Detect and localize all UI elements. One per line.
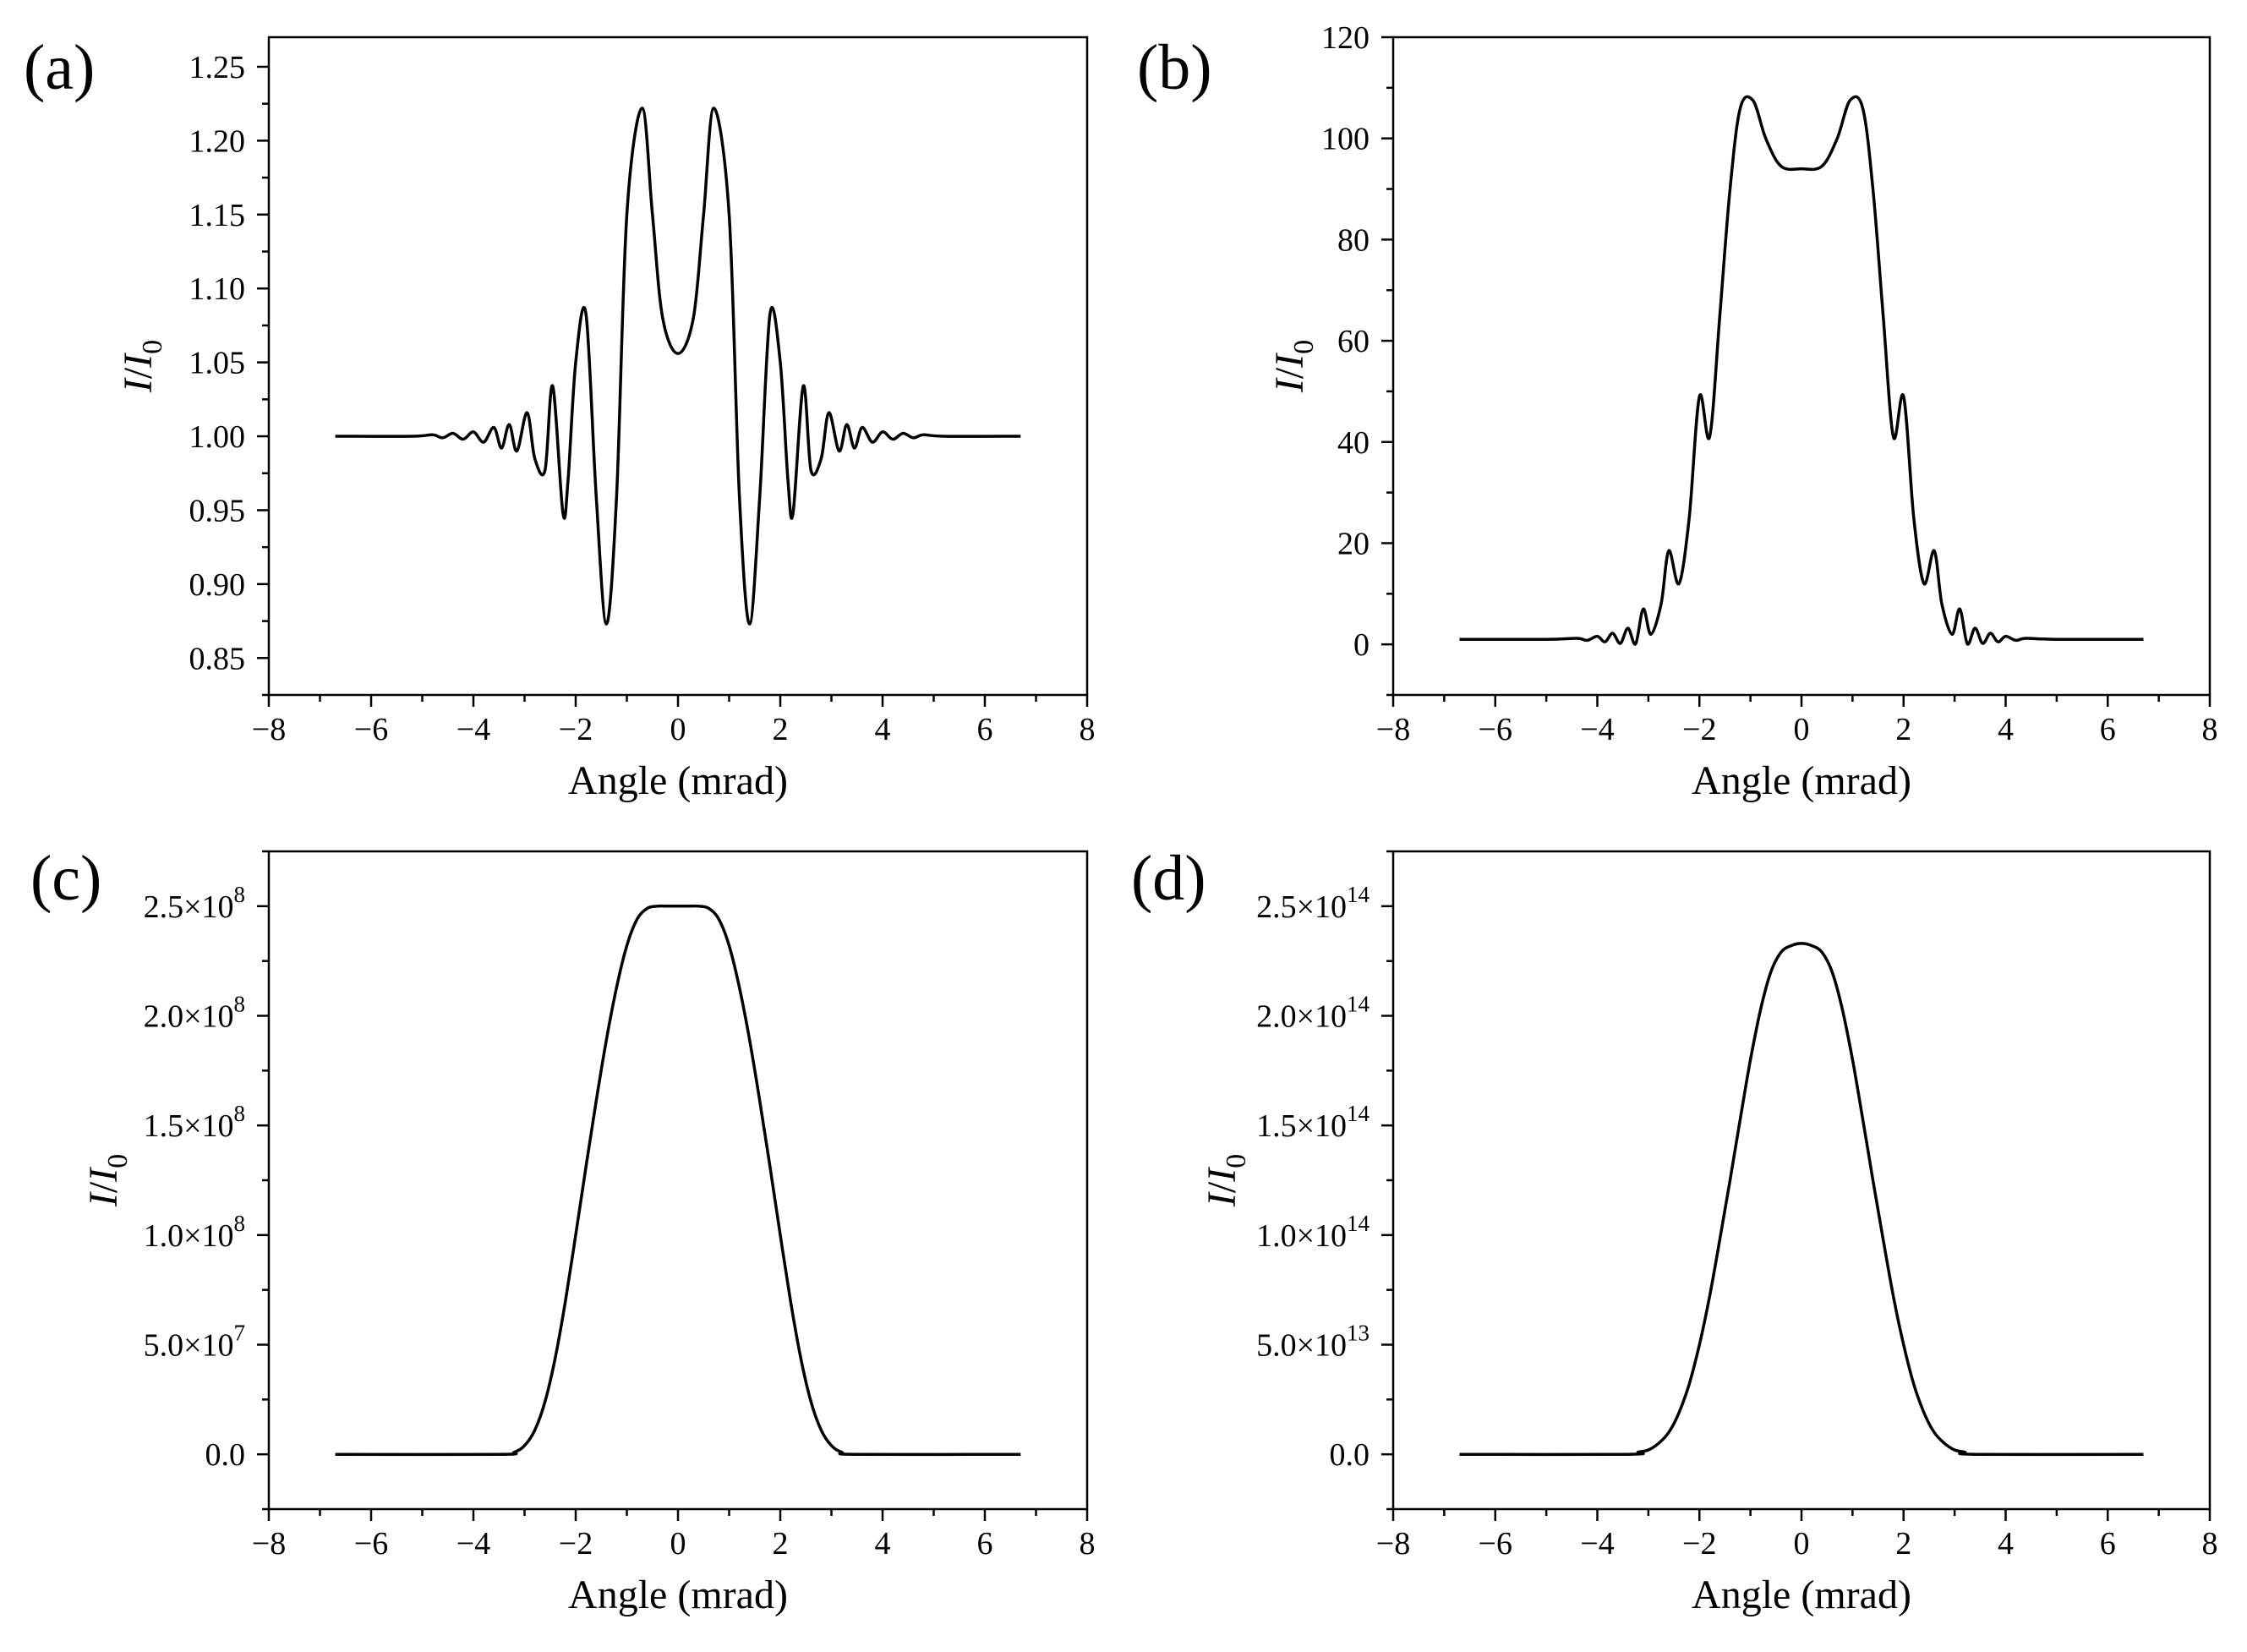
x-tick-label: 4 — [1998, 1526, 2014, 1562]
series-line — [335, 107, 1021, 626]
x-tick-label: −2 — [559, 712, 593, 747]
plot-frame — [267, 36, 1089, 697]
y-axis-label: I/I0 — [116, 340, 168, 393]
y-tick-label: 2.5×108 — [144, 882, 245, 925]
x-tick-label: −4 — [457, 712, 490, 747]
x-tick-label: −4 — [457, 1526, 490, 1562]
x-axis-label: Angle (mrad) — [568, 758, 788, 803]
x-tick-label: −6 — [354, 712, 388, 747]
y-tick-label: 1.10 — [189, 271, 246, 307]
panel-a: −8 −6 −4 −2 0 2 4 6 8 0.85 0.90 0.95 1.00 1.05 1.10 1.1… — [24, 32, 1096, 803]
y-tick-label: 1.0×108 — [144, 1211, 245, 1254]
x-tick-label: −2 — [1682, 1526, 1716, 1562]
y-tick-label: 2.0×108 — [144, 992, 245, 1035]
x-tick-label: 8 — [2202, 712, 2218, 747]
y-axis-label: I/I0 — [81, 1154, 134, 1207]
x-tick-label: −6 — [1479, 1526, 1512, 1562]
x-tick-label: 8 — [1080, 1526, 1096, 1562]
y-tick-label: 0.0 — [1330, 1437, 1370, 1473]
x-tick-label: 4 — [875, 712, 891, 747]
y-tick-label: 0.85 — [189, 641, 246, 676]
plot-frame — [1391, 36, 2211, 697]
series-line — [1459, 95, 2144, 646]
x-tick-label: −2 — [1682, 712, 1716, 747]
series-line — [335, 904, 1021, 1457]
x-tick-label: 0 — [670, 712, 686, 747]
x-tick-label: −4 — [1580, 712, 1614, 747]
y-tick-label: 1.05 — [189, 346, 246, 381]
x-tick-label: −6 — [354, 1526, 388, 1562]
y-tick-label: 0 — [1353, 627, 1370, 663]
x-tick-label: 2 — [773, 1526, 789, 1562]
x-axis-label: Angle (mrad) — [1692, 758, 1911, 803]
y-tick-label: 1.0×1014 — [1256, 1211, 1370, 1254]
x-tick-label: 8 — [1080, 712, 1096, 747]
x-axis-label: Angle (mrad) — [568, 1573, 788, 1617]
y-axis-label: I/I0 — [1200, 1154, 1252, 1207]
x-tick-label: −2 — [559, 1526, 593, 1562]
x-tick-label: 6 — [2100, 712, 2116, 747]
y-tick-label: 1.20 — [189, 123, 246, 159]
x-tick-label: −4 — [1580, 1526, 1614, 1562]
panel-label: (a) — [24, 32, 95, 103]
panel-label: (d) — [1131, 843, 1206, 914]
x-tick-label: 6 — [977, 1526, 993, 1562]
panel-label: (b) — [1137, 32, 1212, 103]
y-tick-label: 100 — [1321, 122, 1370, 157]
y-axis-label: I/I0 — [1267, 340, 1320, 393]
x-tick-label: −8 — [252, 1526, 286, 1562]
x-tick-label: 2 — [1895, 1526, 1911, 1562]
plot-frame — [267, 850, 1089, 1511]
y-tick-label: 0.90 — [189, 567, 246, 603]
x-tick-label: −8 — [252, 712, 286, 747]
series-line — [1459, 942, 2144, 1457]
y-tick-label: 120 — [1321, 20, 1370, 56]
y-tick-label: 20 — [1337, 526, 1370, 561]
y-tick-label: 0.0 — [205, 1437, 246, 1473]
panel-c: −8 −6 −4 −2 0 2 4 6 8 0.0 5.0×107 1.0×108 1.5×108 2.0… — [30, 843, 1096, 1617]
y-tick-label: 1.00 — [189, 419, 246, 455]
y-tick-label: 1.5×1014 — [1256, 1101, 1370, 1144]
y-tick-label: 2.0×1014 — [1256, 992, 1370, 1035]
x-tick-label: 0 — [670, 1526, 686, 1562]
y-tick-label: 0.95 — [189, 493, 246, 528]
x-tick-label: −6 — [1479, 712, 1512, 747]
x-tick-label: 8 — [2202, 1526, 2218, 1562]
x-tick-label: 2 — [773, 712, 789, 747]
y-tick-label: 1.25 — [189, 50, 246, 85]
x-axis-label: Angle (mrad) — [1692, 1573, 1911, 1617]
y-tick-label: 40 — [1337, 425, 1370, 461]
x-tick-label: 4 — [1998, 712, 2014, 747]
y-tick-label: 5.0×1013 — [1256, 1321, 1370, 1364]
plot-frame — [1391, 850, 2211, 1511]
x-tick-label: 6 — [977, 712, 993, 747]
x-tick-label: 4 — [875, 1526, 891, 1562]
x-tick-label: 0 — [1794, 1526, 1810, 1562]
x-tick-label: 6 — [2100, 1526, 2116, 1562]
y-tick-label: 2.5×1014 — [1256, 882, 1370, 925]
y-tick-label: 5.0×107 — [144, 1321, 245, 1364]
panel-d: −8 −6 −4 −2 0 2 4 6 8 0.0 5.0×1013 1.0×1014 1.5×1014… — [1131, 843, 2218, 1617]
y-tick-label: 80 — [1337, 222, 1370, 258]
y-tick-label: 1.5×108 — [144, 1101, 245, 1144]
x-tick-label: 2 — [1895, 712, 1911, 747]
x-tick-label: −8 — [1376, 712, 1410, 747]
y-tick-label: 1.15 — [189, 198, 246, 233]
x-tick-label: −8 — [1376, 1526, 1410, 1562]
y-tick-label: 60 — [1337, 324, 1370, 359]
x-tick-label: 0 — [1794, 712, 1810, 747]
panel-label: (c) — [30, 843, 101, 914]
